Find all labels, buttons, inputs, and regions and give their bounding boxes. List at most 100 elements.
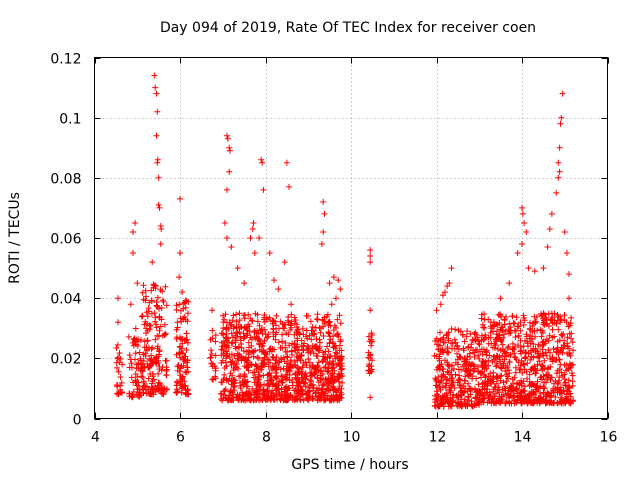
data-point xyxy=(527,332,534,339)
data-point xyxy=(478,346,485,353)
data-point xyxy=(209,327,216,334)
data-point xyxy=(435,403,442,410)
data-point xyxy=(260,186,267,193)
y-tick-label: 0.02 xyxy=(50,352,81,368)
data-point xyxy=(464,356,471,363)
data-point xyxy=(146,363,153,370)
data-point xyxy=(324,392,331,399)
data-point xyxy=(303,362,310,369)
x-tick-label: 16 xyxy=(600,430,618,446)
data-point xyxy=(553,320,560,327)
data-point xyxy=(539,329,546,336)
data-point xyxy=(209,307,216,314)
data-point xyxy=(433,353,440,360)
chart-title: Day 094 of 2019, Rate Of TEC Index for r… xyxy=(160,20,536,36)
data-point xyxy=(293,379,300,386)
data-point xyxy=(559,90,566,97)
x-tick-label: 6 xyxy=(176,430,185,446)
data-point xyxy=(179,289,186,296)
data-point xyxy=(519,241,525,247)
data-point xyxy=(227,358,234,365)
data-point xyxy=(511,400,518,407)
data-point xyxy=(143,293,149,300)
data-point xyxy=(140,358,147,364)
data-point xyxy=(495,346,501,352)
data-point xyxy=(208,351,215,357)
data-point xyxy=(541,379,548,386)
data-point xyxy=(247,334,254,341)
data-point xyxy=(293,396,300,403)
data-point xyxy=(476,388,483,394)
data-point xyxy=(154,108,161,115)
data-point xyxy=(553,189,560,196)
x-tick-label: 8 xyxy=(262,430,271,446)
data-point xyxy=(560,331,567,337)
data-point xyxy=(136,386,143,393)
data-point xyxy=(555,356,562,363)
data-point xyxy=(221,316,228,323)
data-point xyxy=(230,384,237,391)
tick-labels: 4 6 8 10 12 14 16 0 0.02 0.04 0.06 0.08 0.1 0.12 xyxy=(50,52,617,446)
data-point xyxy=(272,360,279,367)
data-point xyxy=(207,336,214,343)
data-point xyxy=(499,341,506,348)
data-point xyxy=(472,337,478,344)
data-point xyxy=(526,371,533,378)
data-point xyxy=(176,274,183,281)
data-point xyxy=(153,324,160,331)
data-point xyxy=(114,341,121,348)
data-point xyxy=(526,335,533,342)
data-point xyxy=(433,395,440,402)
data-point xyxy=(139,367,146,374)
data-point xyxy=(273,373,280,379)
data-point xyxy=(173,302,180,309)
data-point xyxy=(115,391,122,398)
data-point xyxy=(262,361,269,368)
data-point xyxy=(177,250,183,256)
data-point xyxy=(481,366,488,373)
data-point xyxy=(336,361,343,368)
data-point xyxy=(179,350,186,357)
data-point xyxy=(150,391,157,398)
data-point xyxy=(318,368,325,375)
data-point xyxy=(159,364,166,370)
data-point xyxy=(531,327,538,334)
data-point xyxy=(560,387,567,394)
data-point xyxy=(478,315,485,322)
data-point xyxy=(546,323,552,329)
data-point xyxy=(157,286,164,293)
data-point xyxy=(218,346,225,353)
data-point xyxy=(560,400,567,407)
data-point xyxy=(506,359,513,366)
data-point xyxy=(243,332,250,339)
data-point xyxy=(223,331,230,337)
data-point xyxy=(246,396,252,403)
data-point xyxy=(299,364,306,371)
data-point xyxy=(145,308,152,315)
data-point xyxy=(367,259,374,266)
data-point xyxy=(512,354,519,361)
data-point xyxy=(320,386,326,393)
data-point xyxy=(506,320,513,327)
data-point xyxy=(221,220,228,226)
data-point xyxy=(265,392,271,399)
data-point xyxy=(241,374,248,380)
data-point xyxy=(227,147,233,154)
data-point xyxy=(508,388,514,395)
data-point xyxy=(273,393,280,400)
data-point xyxy=(220,312,226,319)
data-point xyxy=(534,383,541,390)
data-point xyxy=(266,383,273,390)
data-point xyxy=(270,365,277,372)
data-point xyxy=(461,378,468,384)
data-point xyxy=(538,312,545,319)
data-point xyxy=(567,320,574,327)
data-point xyxy=(139,385,146,392)
data-point xyxy=(452,371,459,378)
data-point xyxy=(545,364,552,371)
data-point xyxy=(301,340,308,347)
data-point xyxy=(316,325,323,331)
data-point xyxy=(434,366,440,373)
data-point xyxy=(565,323,572,330)
data-point xyxy=(221,342,228,349)
